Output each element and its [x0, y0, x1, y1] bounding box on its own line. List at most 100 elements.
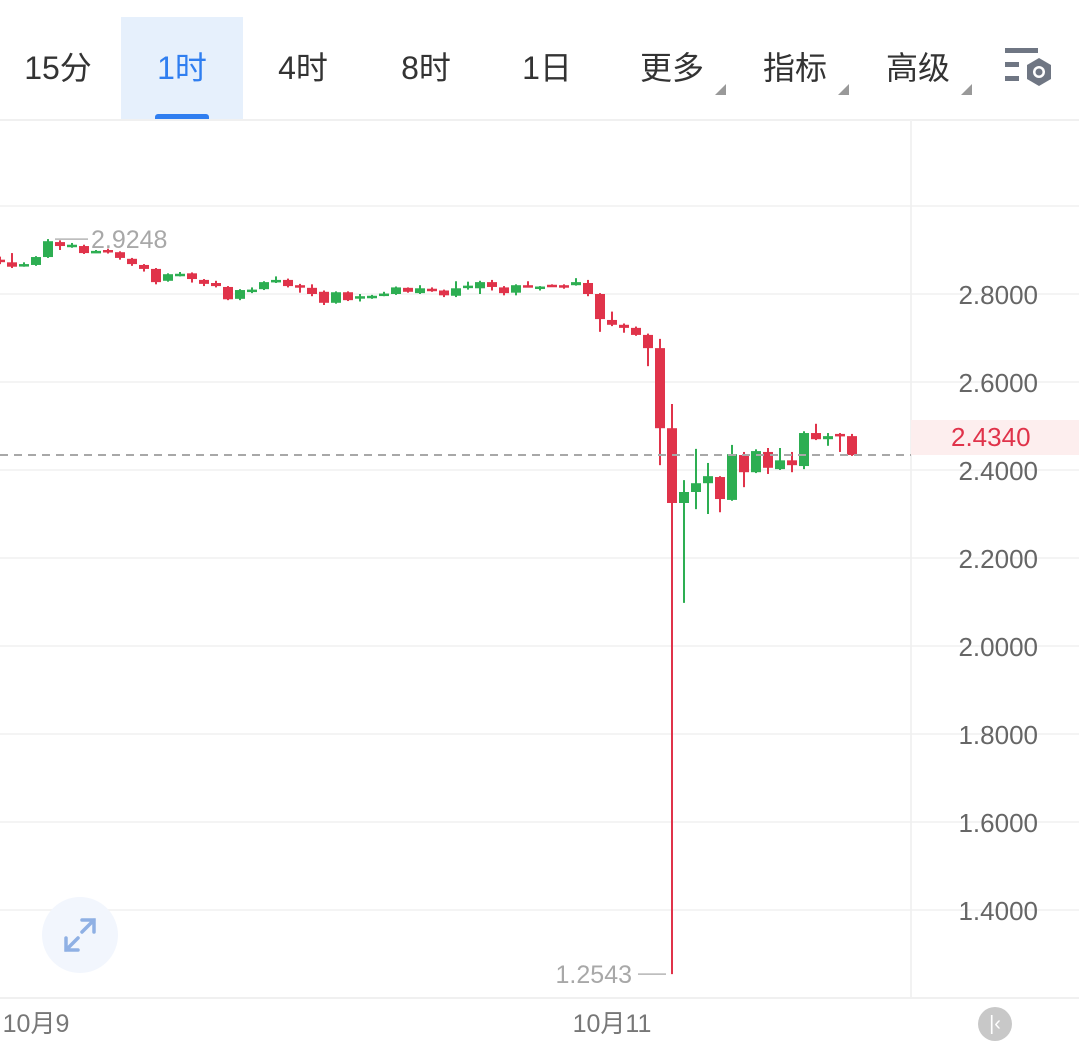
candle — [499, 286, 509, 296]
candle — [163, 273, 173, 282]
candle — [607, 311, 617, 327]
candle-body — [379, 293, 389, 297]
candle — [379, 291, 389, 297]
candle — [307, 284, 317, 297]
candle — [739, 451, 749, 488]
candle — [703, 462, 713, 514]
candle — [175, 272, 185, 277]
min-price-label: 1.2543 — [556, 961, 632, 989]
candle-body — [595, 294, 605, 320]
candle-body — [451, 288, 461, 296]
candle — [91, 250, 101, 254]
indicators-dropdown[interactable]: 指标 — [734, 17, 856, 120]
candle-body — [439, 290, 449, 296]
candle-body — [367, 295, 377, 299]
candle-body — [115, 252, 125, 258]
y-tick-label: 1.4000 — [958, 896, 1038, 926]
candle — [79, 244, 89, 254]
candle — [427, 287, 437, 292]
candle-body — [823, 436, 833, 440]
candle-body — [223, 286, 233, 300]
candle-body — [151, 268, 161, 283]
candle — [487, 279, 497, 291]
candle-body — [55, 242, 65, 247]
candle — [331, 291, 341, 304]
y-tick-label: 2.8000 — [958, 280, 1038, 310]
candle — [19, 262, 29, 267]
candle — [271, 276, 281, 283]
tab-8h[interactable]: 8时 — [365, 17, 487, 120]
candle — [199, 279, 209, 287]
candle-body — [487, 282, 497, 287]
candle-body — [295, 285, 305, 288]
dropdown-label: 高级 — [885, 49, 950, 86]
candle-body — [355, 296, 365, 299]
candle — [727, 444, 737, 501]
current-price-tag: 2.4340 — [911, 420, 1079, 455]
chart-settings-icon[interactable] — [1003, 46, 1055, 90]
scroll-to-latest-button[interactable]: |‹ — [978, 1007, 1012, 1041]
skip-back-icon: |‹ — [989, 1012, 1001, 1035]
tab-4h[interactable]: 4时 — [242, 17, 364, 120]
candle-body — [247, 289, 257, 293]
candle — [811, 423, 821, 441]
candle — [847, 433, 857, 456]
candle-body — [799, 433, 809, 467]
candle — [355, 294, 365, 302]
y-tick-label: 2.6000 — [958, 368, 1038, 398]
tab-label: 8时 — [401, 49, 451, 86]
candle — [391, 286, 401, 295]
candle — [343, 291, 353, 302]
candle-body — [691, 483, 701, 492]
candle — [547, 284, 557, 288]
candle-body — [139, 264, 149, 269]
candle-body — [67, 244, 77, 248]
candle-body — [403, 287, 413, 292]
tab-label: 1时 — [157, 49, 207, 86]
candle-body — [523, 285, 533, 288]
candle-body — [775, 460, 785, 470]
candle — [571, 278, 581, 286]
candle — [619, 323, 629, 333]
tab-1h[interactable]: 1时 — [121, 17, 243, 120]
advanced-dropdown[interactable]: 高级 — [857, 17, 979, 120]
tab-label: 1日 — [522, 49, 572, 86]
candle-body — [271, 279, 281, 283]
candle — [415, 285, 425, 294]
candle-body — [499, 287, 509, 294]
candle-body — [511, 285, 521, 293]
y-tick-label: 2.2000 — [958, 544, 1038, 574]
candle — [691, 448, 701, 510]
candle — [187, 272, 197, 283]
candle — [295, 283, 305, 293]
candle-body — [163, 274, 173, 281]
candle-body — [343, 292, 353, 301]
candle-body — [259, 282, 269, 290]
candle — [679, 480, 689, 603]
current-price-value: 2.4340 — [951, 422, 1031, 452]
candle — [67, 242, 77, 248]
tab-1d[interactable]: 1日 — [486, 17, 608, 120]
dropdown-label: 指标 — [762, 49, 827, 86]
candle — [559, 284, 569, 289]
fullscreen-button[interactable] — [42, 897, 118, 973]
expand-icon — [64, 918, 96, 952]
candle — [139, 264, 149, 272]
candle — [631, 326, 641, 336]
candle — [643, 333, 653, 367]
candle-body — [0, 259, 5, 263]
tab-15min[interactable]: 15分 — [0, 17, 119, 120]
candle-body — [427, 288, 437, 292]
tab-label: 15分 — [24, 49, 92, 86]
more-dropdown[interactable]: 更多 — [611, 17, 733, 120]
candle-body — [787, 460, 797, 466]
candle — [235, 289, 245, 301]
candle — [151, 268, 161, 285]
tab-label: 4时 — [278, 49, 328, 86]
timeframe-toolbar: 15分 1时 4时 8时 1日 更多 指标 高级 — [0, 0, 1079, 120]
candle — [7, 253, 17, 269]
candle — [667, 404, 677, 975]
candle-body — [7, 262, 17, 267]
candle — [367, 294, 377, 299]
